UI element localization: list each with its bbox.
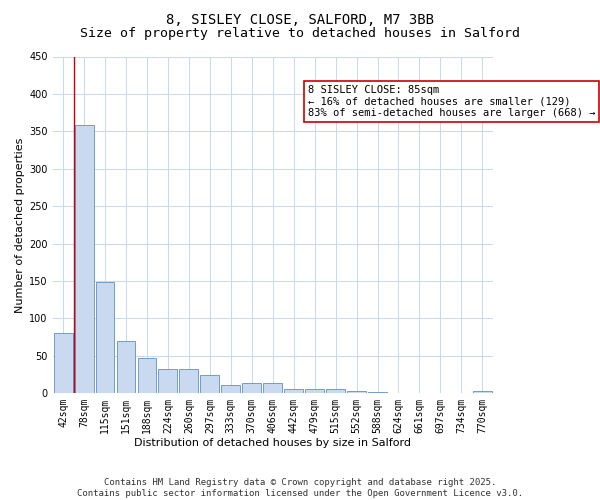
Bar: [200, 374, 219, 393]
Bar: [284, 388, 303, 393]
Bar: [263, 382, 282, 393]
Bar: [347, 391, 366, 393]
Bar: [473, 391, 492, 393]
Bar: [305, 388, 324, 393]
Bar: [54, 334, 73, 393]
Bar: [326, 388, 345, 393]
Text: Contains HM Land Registry data © Crown copyright and database right 2025.
Contai: Contains HM Land Registry data © Crown c…: [77, 478, 523, 498]
Bar: [116, 341, 136, 393]
Bar: [137, 358, 157, 393]
Bar: [368, 392, 387, 393]
Bar: [95, 282, 115, 393]
Y-axis label: Number of detached properties: Number of detached properties: [15, 137, 25, 312]
Bar: [179, 370, 199, 393]
Bar: [158, 370, 178, 393]
Bar: [242, 382, 261, 393]
X-axis label: Distribution of detached houses by size in Salford: Distribution of detached houses by size …: [134, 438, 411, 448]
Bar: [74, 126, 94, 393]
Bar: [221, 385, 240, 393]
Text: 8 SISLEY CLOSE: 85sqm
← 16% of detached houses are smaller (129)
83% of semi-det: 8 SISLEY CLOSE: 85sqm ← 16% of detached …: [308, 85, 595, 118]
Text: 8, SISLEY CLOSE, SALFORD, M7 3BB: 8, SISLEY CLOSE, SALFORD, M7 3BB: [166, 12, 434, 26]
Text: Size of property relative to detached houses in Salford: Size of property relative to detached ho…: [80, 28, 520, 40]
